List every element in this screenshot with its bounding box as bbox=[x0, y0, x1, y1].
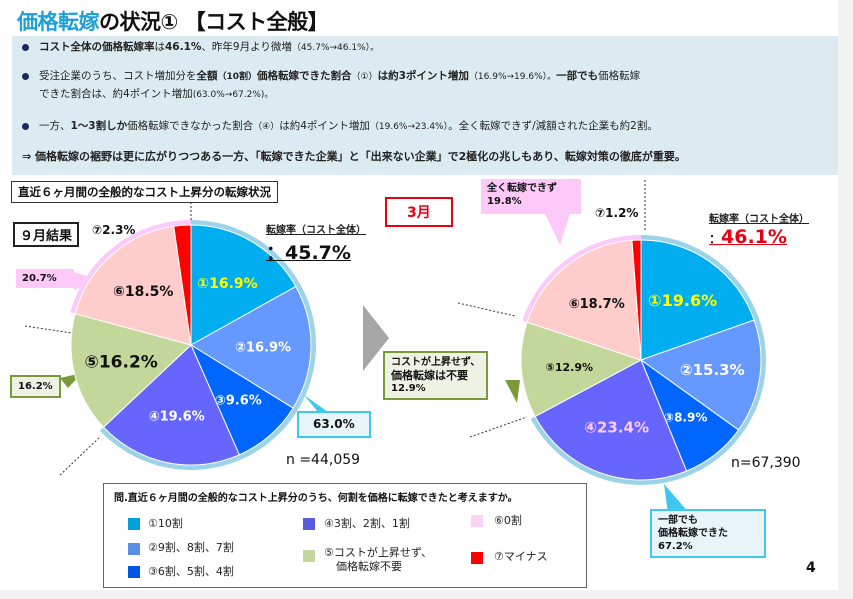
summary-box: コスト全体の価格転嫁率は46.1%、昨年9月より微増（45.7%→46.1%）。… bbox=[12, 36, 838, 175]
callout-no-rise-september: 16.2% bbox=[10, 375, 61, 398]
arrow-right-icon bbox=[363, 305, 389, 371]
connector-line bbox=[469, 416, 528, 438]
summary-bullet-1: コスト全体の価格転嫁率は46.1%、昨年9月より微増（45.7%→46.1%）。 bbox=[22, 39, 379, 57]
pie-label-5: ⑤12.9% bbox=[546, 361, 593, 374]
legend-swatch-5 bbox=[303, 550, 315, 562]
rate-value-september: ：45.7% bbox=[266, 242, 351, 264]
callout-tail bbox=[664, 484, 690, 514]
pie-label-2: ②16.9% bbox=[235, 341, 291, 356]
rate-label-march: 転嫁率（コスト全体） bbox=[709, 214, 809, 225]
slide: 価格転嫁の状況① 【コスト全般】 コスト全体の価格転嫁率は46.1%、昨年9月よ… bbox=[0, 0, 838, 590]
pie-label-2: ②15.3% bbox=[680, 361, 745, 379]
pie-slice-4 bbox=[102, 344, 241, 466]
pie-slice-6 bbox=[74, 225, 192, 346]
pie-slice-2 bbox=[639, 319, 762, 431]
sample-size-september: n =44,059 bbox=[286, 452, 361, 468]
page-number: 4 bbox=[806, 560, 816, 576]
pie-label-4: ④19.6% bbox=[149, 410, 205, 425]
pie-slice-7 bbox=[631, 239, 642, 361]
month-label-september: ９月結果 bbox=[13, 222, 80, 247]
pie-label-5: ⑤16.2% bbox=[84, 352, 157, 372]
pie-slice-5 bbox=[70, 313, 192, 428]
pie-label-1: ①19.6% bbox=[648, 291, 717, 310]
pie-label-7: ⑦1.2% bbox=[595, 206, 638, 220]
callout-zero-september: 20.7% bbox=[16, 269, 74, 288]
pie-slice-5 bbox=[520, 321, 643, 418]
rate-label-september: 転嫁率（コスト全体） bbox=[266, 225, 366, 236]
legend-item-4: ④3割、2割、1割 bbox=[324, 517, 410, 530]
sample-size-march: n=67,390 bbox=[731, 455, 801, 471]
summary-conclusion: ⇒ 価格転嫁の裾野は更に広がりつつある一方、「転嫁できた企業」と「出来ない企業」… bbox=[22, 150, 686, 163]
pie-label-7: ⑦2.3% bbox=[92, 223, 135, 237]
legend: 問.直近６ヶ月間の全般的なコスト上昇分のうち、何割を価格に転嫁できたと考えますか… bbox=[103, 483, 587, 588]
summary-bullet-3: 一方、1～3割しか価格転嫁できなかった割合（④）は約4ポイント増加（19.6%→… bbox=[22, 118, 658, 136]
survey-question: 問.直近６ヶ月間の全般的なコスト上昇分のうち、何割を価格に転嫁できたと考えますか… bbox=[114, 493, 518, 504]
legend-swatch-6 bbox=[471, 515, 483, 527]
callout-partial-march: 一部でも 価格転嫁できた 67.2% bbox=[650, 509, 766, 558]
legend-item-7: ⑦マイナス bbox=[494, 550, 548, 563]
connector-line bbox=[59, 436, 101, 476]
month-label-march: 3月 bbox=[385, 197, 453, 227]
rate-value-march: ：46.1% bbox=[709, 226, 787, 248]
legend-item-2: ②9割、8割、7割 bbox=[148, 541, 234, 554]
callout-no-rise-march: コストが上昇せず、 価格転嫁は不要 12.9% bbox=[383, 351, 489, 400]
pie-label-3: ③8.9% bbox=[664, 410, 707, 424]
pie-slice-7 bbox=[173, 224, 192, 346]
pie-label-4: ④23.4% bbox=[584, 419, 649, 437]
summary-bullet-2: 受注企業のうち、コスト増加分を全額（10割）価格転嫁できた割合（①）は約3ポイン… bbox=[22, 68, 822, 104]
pie-label-1: ①16.9% bbox=[197, 276, 257, 292]
legend-item-5: ⑤コストが上昇せず、 価格転嫁不要 bbox=[324, 546, 433, 573]
pie-slice-2 bbox=[190, 285, 312, 409]
callout-tail bbox=[545, 214, 570, 245]
section-label: 直近６ヶ月間の全般的なコスト上昇分の転嫁状況 bbox=[11, 181, 278, 203]
page-title: 価格転嫁の状況① 【コスト全般】 bbox=[17, 10, 329, 34]
pie-label-6: ⑥18.5% bbox=[113, 284, 173, 300]
legend-item-1: ①10割 bbox=[148, 517, 183, 530]
legend-swatch-4 bbox=[303, 518, 315, 530]
pie-label-6: ⑥18.7% bbox=[569, 297, 625, 312]
callout-tail bbox=[505, 380, 520, 403]
connector-line bbox=[457, 302, 516, 317]
legend-swatch-7 bbox=[471, 552, 483, 564]
callout-zero-march: 全く転嫁できず 19.8% bbox=[481, 179, 581, 214]
bullet-icon bbox=[22, 122, 29, 130]
pie-chart-march: ①19.6% ②15.3% ③8.9% ④23.4% ⑤12.9% ⑥18.7% ⑦1.2% bbox=[520, 206, 767, 485]
bullet-icon bbox=[22, 43, 29, 51]
pie-chart-september: ①16.9% ②16.9% ③9.6% ④19.6% ⑤16.2% ⑥18.5% ⑦2.3% bbox=[70, 220, 316, 470]
legend-item-6: ⑥0割 bbox=[494, 514, 522, 527]
pie-slice-6 bbox=[526, 239, 642, 361]
bullet-icon bbox=[22, 72, 29, 80]
pie-slice-4 bbox=[534, 359, 688, 481]
legend-swatch-2 bbox=[128, 543, 140, 555]
pie-label-3: ③9.6% bbox=[215, 393, 262, 408]
legend-swatch-1 bbox=[128, 518, 140, 530]
legend-swatch-3 bbox=[128, 566, 140, 578]
pie-slice-1 bbox=[190, 224, 297, 346]
callout-tail bbox=[304, 395, 328, 412]
connector-line bbox=[24, 325, 73, 334]
callout-partial-september: 63.0% bbox=[297, 411, 371, 438]
legend-item-3: ③6割、5割、4割 bbox=[148, 565, 234, 578]
